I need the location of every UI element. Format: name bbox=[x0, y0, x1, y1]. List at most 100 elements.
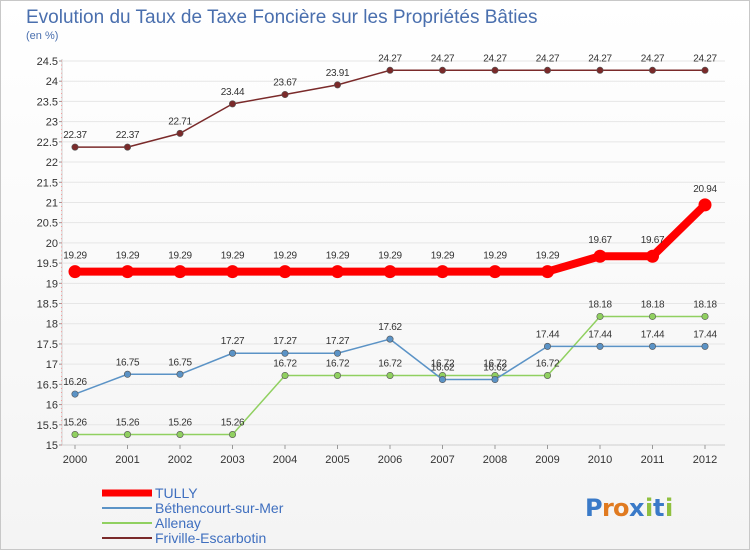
y-tick-label: 22 bbox=[46, 157, 58, 169]
data-label: 18.18 bbox=[641, 299, 665, 310]
chart-title: Evolution du Taux de Taxe Foncière sur l… bbox=[26, 7, 538, 28]
data-point bbox=[596, 66, 604, 74]
data-label: 16.62 bbox=[431, 363, 455, 374]
data-point bbox=[229, 100, 237, 108]
data-label: 19.29 bbox=[63, 251, 87, 262]
data-label: 17.44 bbox=[641, 329, 665, 340]
data-point bbox=[386, 335, 394, 343]
data-point bbox=[438, 376, 446, 384]
data-point bbox=[438, 66, 446, 74]
x-tick-label: 2010 bbox=[588, 454, 612, 466]
logo-letter: P bbox=[585, 494, 603, 522]
data-point bbox=[176, 430, 184, 438]
y-tick-label: 16 bbox=[46, 400, 58, 412]
data-point bbox=[71, 143, 79, 151]
plot-area: 22.37 22.37 22.71 23.44 23.67 23.91 24.27 24.27… bbox=[63, 53, 718, 438]
data-label: 19.29 bbox=[378, 251, 402, 262]
data-label: 17.27 bbox=[273, 336, 297, 347]
x-axis: 2000 2001 2002 2003 2004 2005 2006 2007 2008 2009… bbox=[63, 445, 717, 466]
y-tick-label: 23.5 bbox=[37, 96, 58, 108]
data-point bbox=[648, 66, 656, 74]
data-point bbox=[488, 265, 502, 279]
data-label: 16.62 bbox=[483, 363, 507, 374]
data-label: 23.44 bbox=[221, 87, 245, 98]
data-label: 18.18 bbox=[588, 299, 612, 310]
x-tick-label: 2006 bbox=[378, 454, 402, 466]
data-label: 23.67 bbox=[273, 78, 297, 89]
data-point bbox=[541, 265, 554, 279]
data-point bbox=[229, 349, 237, 357]
data-point bbox=[176, 129, 184, 137]
x-tick-label: 2007 bbox=[430, 454, 454, 466]
y-tick-label: 15.5 bbox=[37, 420, 58, 432]
data-label: 15.26 bbox=[168, 417, 192, 428]
data-label: 16.72 bbox=[536, 358, 560, 369]
x-tick-label: 2012 bbox=[693, 454, 717, 466]
data-label: 16.75 bbox=[116, 357, 140, 368]
x-tick-label: 2008 bbox=[483, 454, 507, 466]
data-label: 24.27 bbox=[483, 53, 507, 64]
data-point bbox=[543, 371, 551, 379]
data-label: 19.67 bbox=[641, 235, 665, 246]
data-label: 19.29 bbox=[116, 251, 140, 262]
series-line bbox=[74, 69, 706, 148]
data-label: 19.67 bbox=[588, 235, 612, 246]
data-label: 23.91 bbox=[326, 68, 350, 79]
y-tick-label: 16.5 bbox=[37, 379, 58, 391]
data-point bbox=[543, 342, 551, 350]
data-label: 17.44 bbox=[536, 329, 560, 340]
data-label: 22.37 bbox=[63, 130, 87, 141]
y-axis: 15 15.5 16 16.5 17 17.5 18 18.5 19 19.5 20 20.5 21 21… bbox=[37, 56, 725, 452]
x-tick-label: 2009 bbox=[535, 454, 559, 466]
logo-letter: t bbox=[653, 494, 664, 522]
y-tick-label: 17 bbox=[46, 359, 58, 371]
data-point bbox=[229, 430, 237, 438]
chart-subtitle: (en %) bbox=[26, 30, 58, 42]
data-label: 19.29 bbox=[483, 251, 507, 262]
legend-item: Allenay bbox=[102, 515, 201, 531]
data-label: 16.72 bbox=[431, 358, 455, 369]
series-allenay: 15.26 15.26 15.26 15.26 16.72 16.72 16.72 16.72… bbox=[63, 299, 718, 438]
y-tick-label: 24 bbox=[46, 76, 58, 88]
data-point bbox=[173, 265, 187, 279]
x-tick-label: 2004 bbox=[273, 454, 297, 466]
y-tick-label: 23 bbox=[46, 117, 58, 129]
data-label: 16.72 bbox=[378, 358, 402, 369]
y-tick-label: 21.5 bbox=[37, 177, 58, 189]
data-point bbox=[333, 81, 341, 89]
y-tick-label: 15 bbox=[46, 440, 58, 452]
legend-label: Friville-Escarbotin bbox=[155, 530, 266, 546]
x-tick-label: 2003 bbox=[220, 454, 244, 466]
data-point bbox=[383, 265, 397, 279]
data-label: 15.26 bbox=[116, 417, 140, 428]
data-point bbox=[593, 249, 607, 263]
data-label: 19.29 bbox=[431, 251, 455, 262]
legend-label: Béthencourt-sur-Mer bbox=[155, 500, 284, 516]
data-label: 17.27 bbox=[326, 336, 350, 347]
logo-letter: i bbox=[665, 494, 673, 522]
data-point bbox=[278, 265, 292, 279]
legend-item: TULLY bbox=[102, 485, 198, 501]
legend-item: Friville-Escarbotin bbox=[102, 530, 266, 546]
series-b-thencourt-sur-mer: 16.26 16.75 16.75 17.27 17.27 17.27 17.62 16.62… bbox=[63, 322, 718, 398]
data-label: 16.75 bbox=[168, 357, 192, 368]
data-point bbox=[124, 143, 132, 151]
data-point bbox=[543, 66, 551, 74]
data-point bbox=[491, 376, 499, 384]
data-point bbox=[121, 265, 134, 279]
data-point bbox=[281, 91, 289, 99]
data-label: 18.18 bbox=[693, 299, 717, 310]
x-tick-label: 2002 bbox=[168, 454, 192, 466]
data-label: 17.62 bbox=[378, 322, 402, 333]
data-label: 17.44 bbox=[693, 329, 717, 340]
x-tick-label: 2005 bbox=[325, 454, 349, 466]
data-point bbox=[333, 371, 341, 379]
data-point bbox=[386, 66, 394, 74]
data-label: 24.27 bbox=[693, 53, 717, 64]
data-point bbox=[124, 430, 132, 438]
data-label: 20.94 bbox=[693, 184, 717, 195]
logo-letter: o bbox=[613, 494, 630, 522]
y-tick-label: 24.5 bbox=[37, 56, 58, 68]
series-friville-escarbotin: 22.37 22.37 22.71 23.44 23.67 23.91 24.27 24.27… bbox=[63, 53, 718, 151]
data-label: 19.29 bbox=[273, 251, 297, 262]
